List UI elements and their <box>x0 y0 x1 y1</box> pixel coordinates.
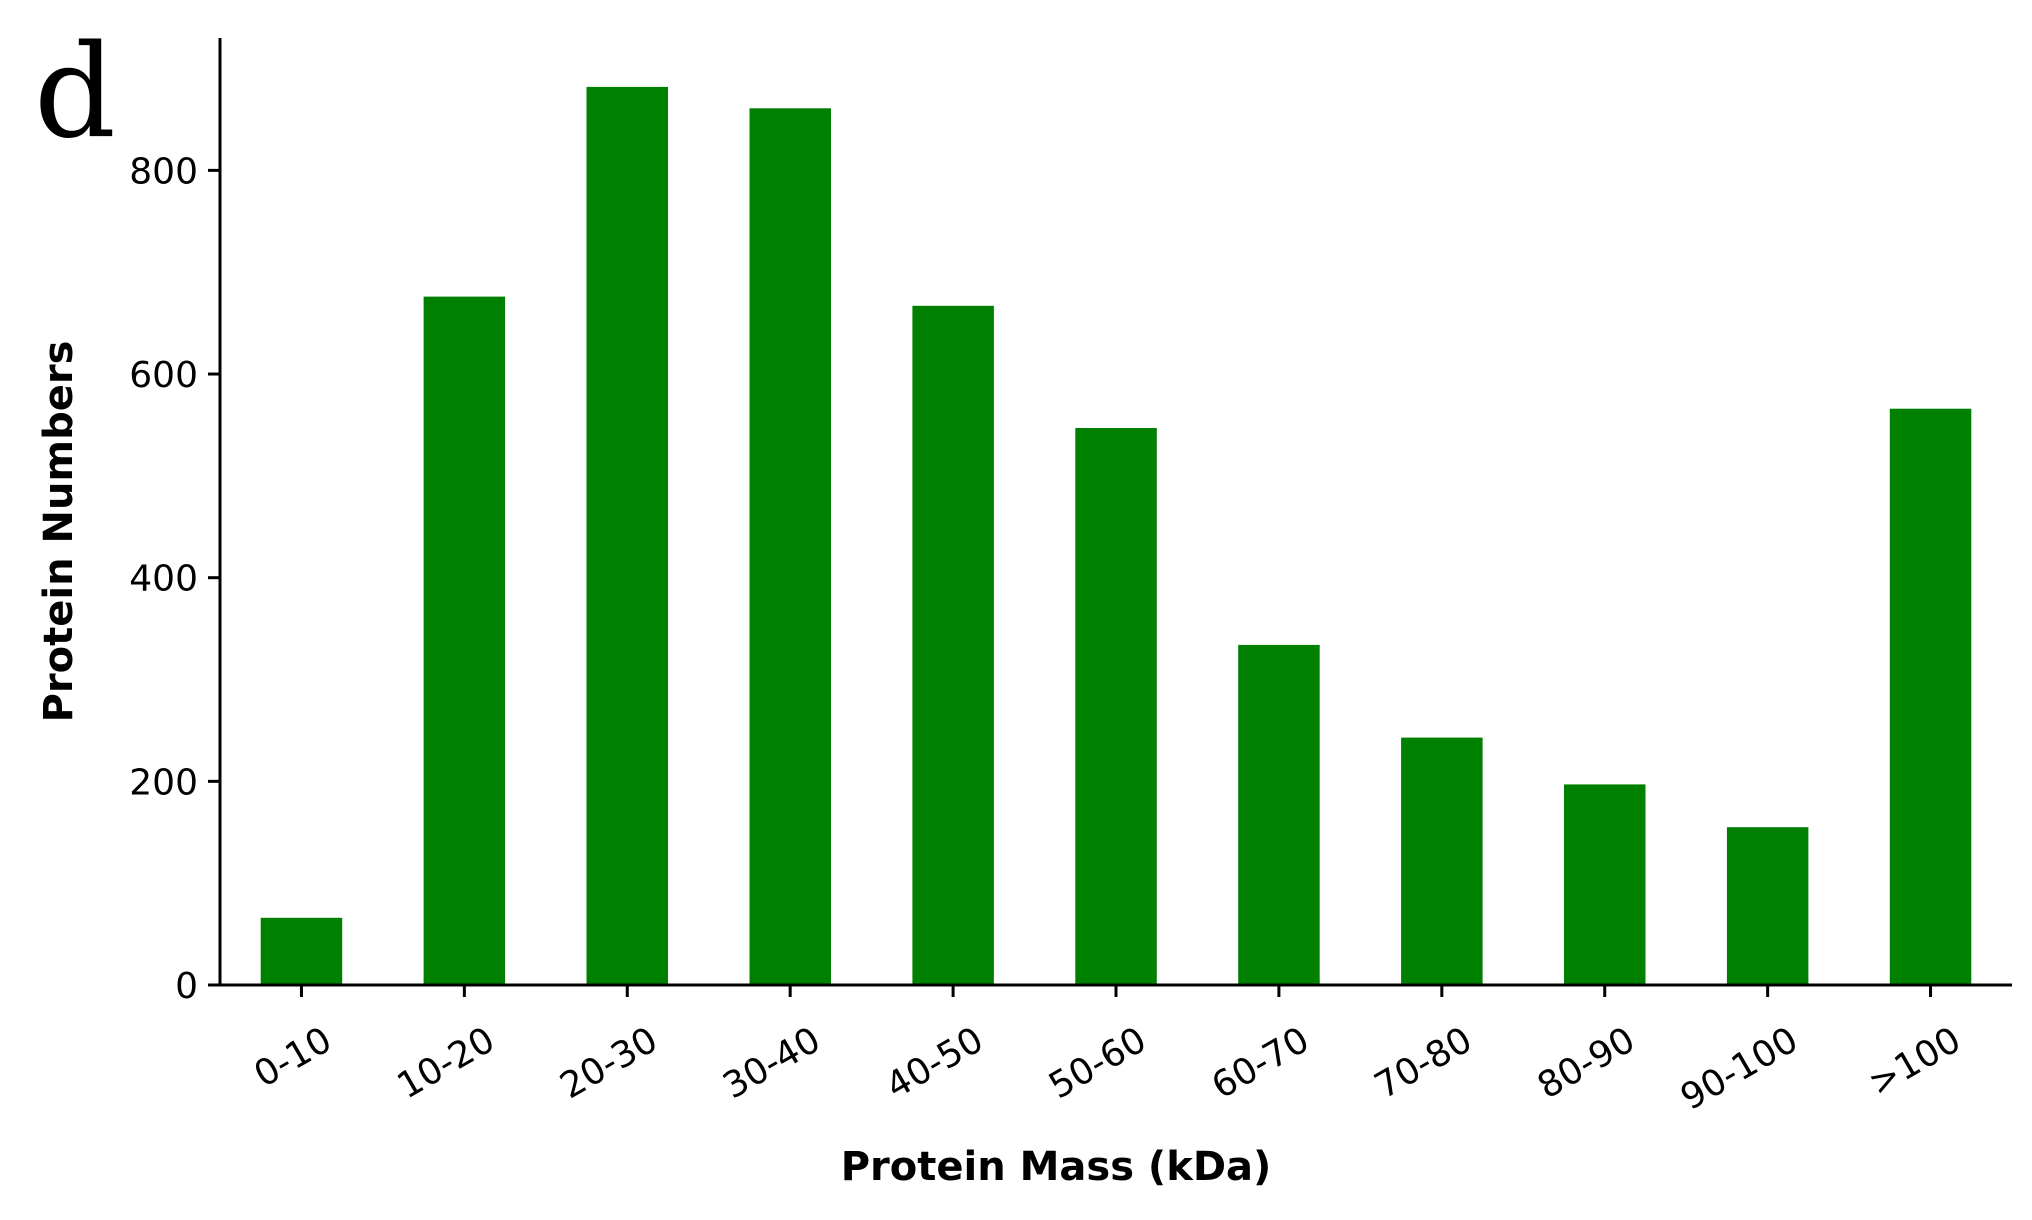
x-tick-label: >100 <box>1862 1019 1968 1104</box>
bar-50-60 <box>1075 428 1157 985</box>
x-tick-label: 80-90 <box>1531 1019 1642 1107</box>
x-tick-label: 40-50 <box>879 1019 990 1107</box>
bar-70-80 <box>1401 737 1483 985</box>
x-tick-label: 60-70 <box>1205 1019 1316 1107</box>
y-tick-label: 400 <box>129 559 198 600</box>
y-tick-label: 800 <box>129 151 198 192</box>
x-tick-label: 50-60 <box>1042 1019 1153 1107</box>
bar-40-50 <box>912 305 994 985</box>
x-tick-label: 90-100 <box>1674 1019 1805 1118</box>
bar-30-40 <box>749 108 831 986</box>
x-tick-label: 70-80 <box>1368 1019 1479 1107</box>
panel-label: d <box>34 18 116 167</box>
bar-90-100 <box>1726 827 1809 985</box>
x-tick-label: 0-10 <box>247 1019 338 1095</box>
bars-group <box>260 86 1972 986</box>
bar-20-30 <box>586 86 668 985</box>
y-tick-label: 0 <box>175 966 198 1007</box>
bar-60-70 <box>1238 644 1320 985</box>
bar-0-10 <box>260 917 343 985</box>
x-tick-label: 30-40 <box>716 1019 827 1107</box>
bar-80-90 <box>1564 784 1646 985</box>
x-axis-ticks: 0-10 10-20 20-30 30-40 40-50 50-60 60-70 70-80 8… <box>247 985 1968 1119</box>
y-tick-label: 600 <box>129 355 198 396</box>
x-tick-label: 20-30 <box>553 1019 664 1107</box>
y-axis-ticks: 0 200 400 600 800 <box>129 151 220 1007</box>
x-tick-label: 10-20 <box>391 1019 502 1107</box>
bar->100 <box>1889 408 1972 985</box>
y-axis-title: Protein Numbers <box>36 341 82 723</box>
y-tick-label: 200 <box>129 762 198 803</box>
bar-10-20 <box>423 296 506 986</box>
x-axis-title: Protein Mass (kDa) <box>841 1144 1272 1190</box>
